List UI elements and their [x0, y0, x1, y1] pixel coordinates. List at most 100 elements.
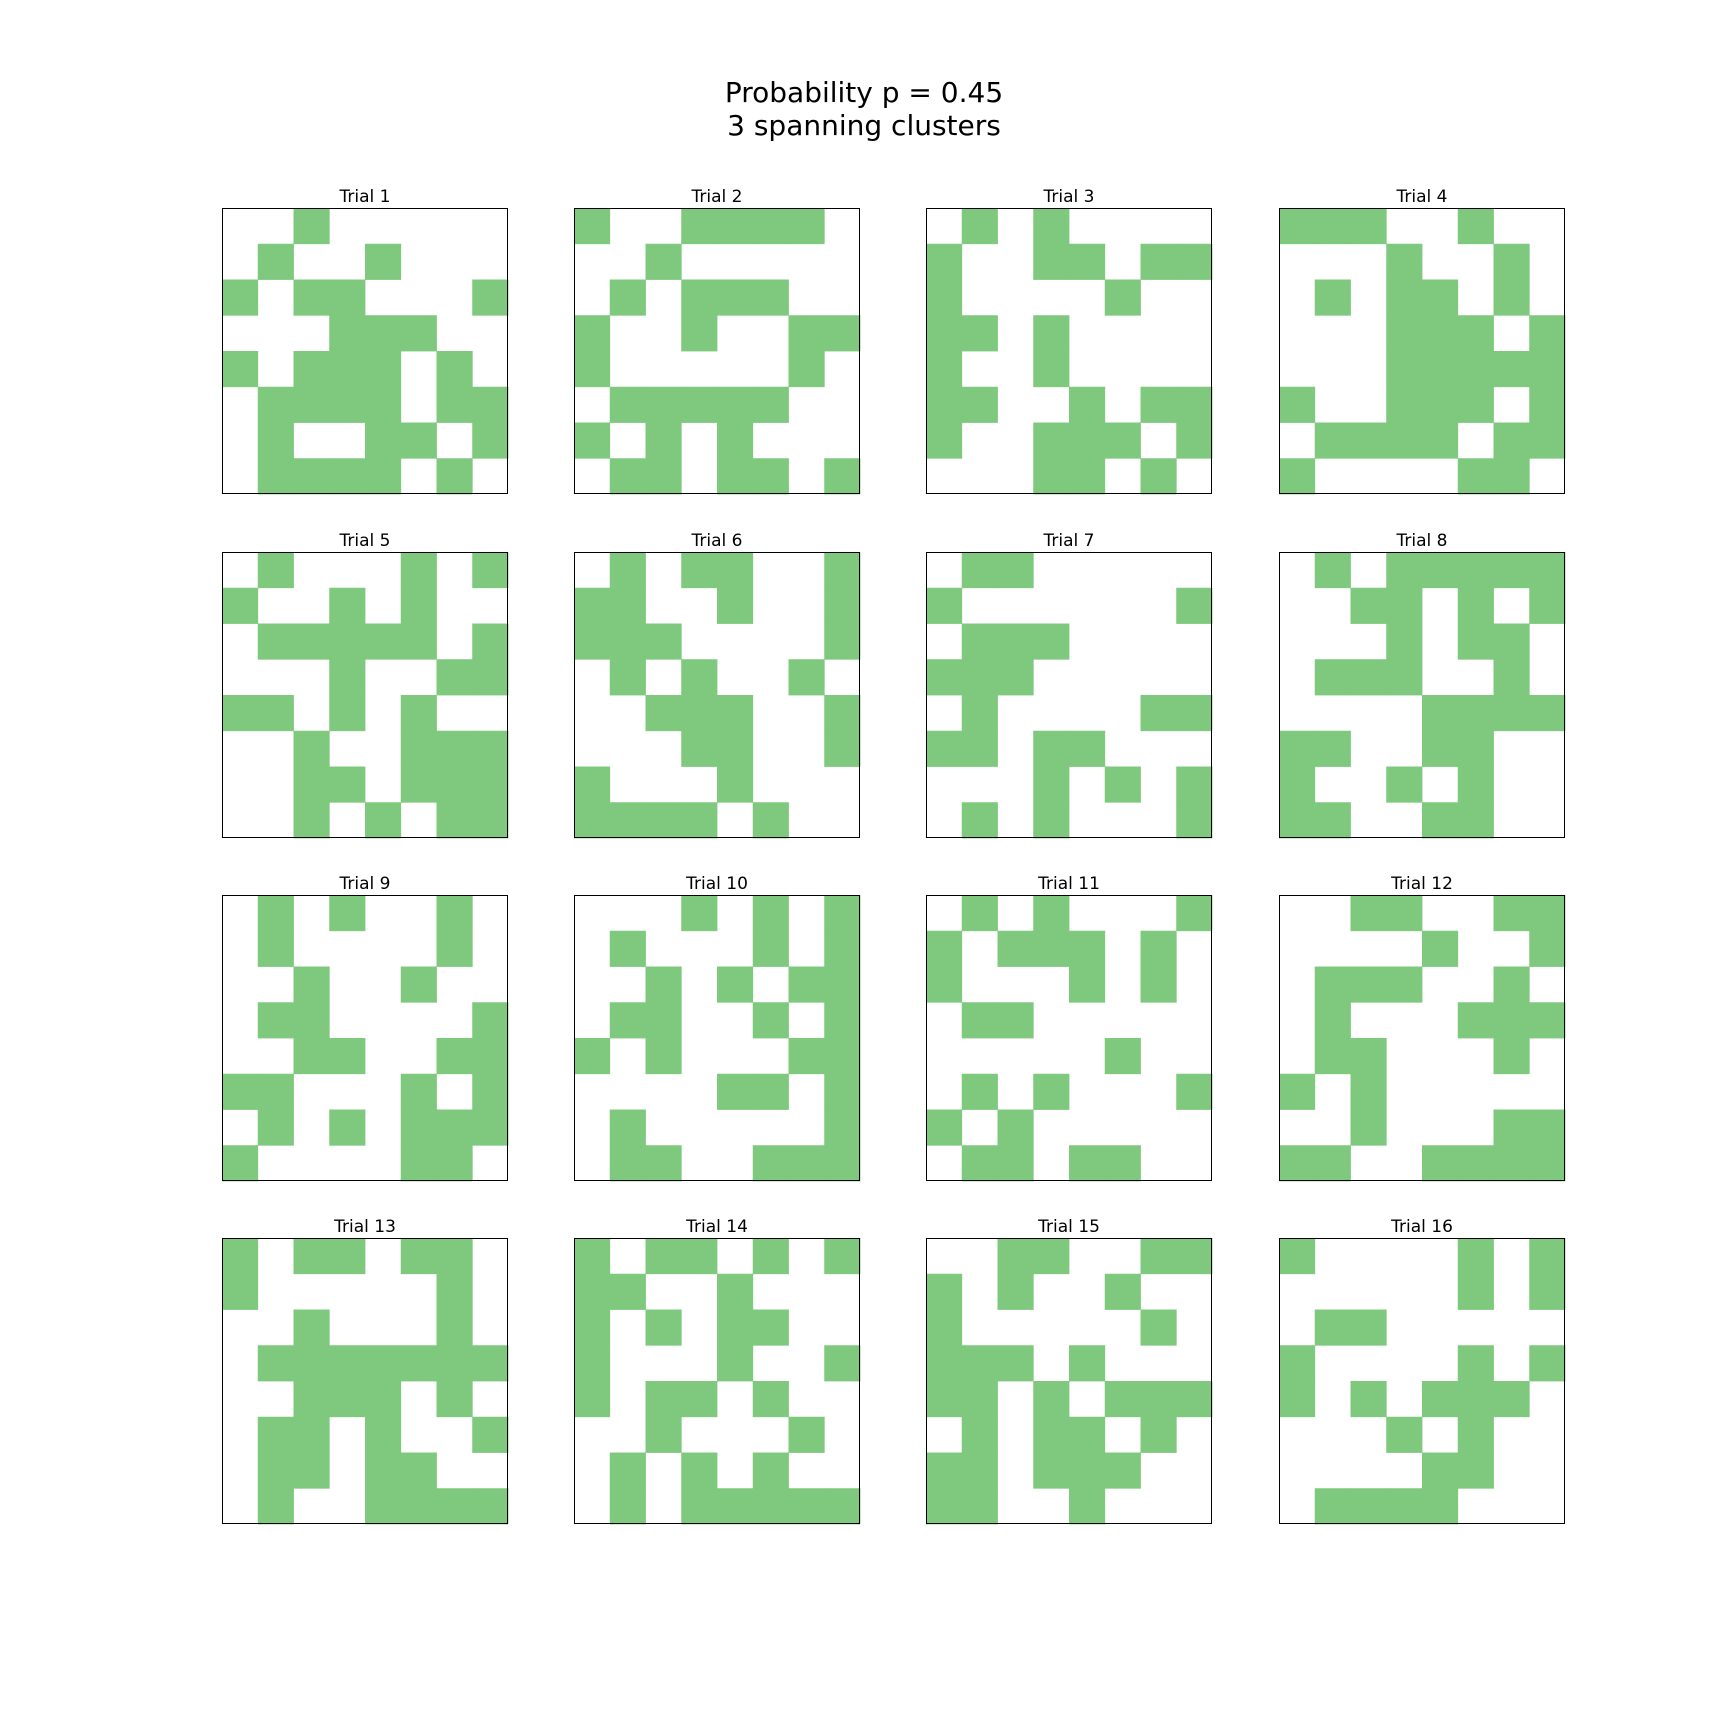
- panel-frame: [222, 895, 508, 1181]
- occupied-cell: [436, 351, 473, 388]
- occupied-cell: [961, 1381, 998, 1418]
- occupied-cell: [1069, 1452, 1106, 1489]
- occupied-cell: [961, 895, 998, 932]
- occupied-cell: [788, 1038, 825, 1075]
- occupied-cell: [472, 1002, 509, 1039]
- occupied-cell: [717, 1345, 754, 1382]
- occupied-cell: [1176, 802, 1213, 839]
- occupied-cell: [472, 802, 509, 839]
- occupied-cell: [400, 730, 437, 767]
- occupied-cell: [1350, 1038, 1387, 1075]
- occupied-cell: [645, 966, 682, 1003]
- occupied-cell: [645, 623, 682, 660]
- occupied-cell: [1422, 315, 1459, 352]
- occupied-cell: [293, 1002, 330, 1039]
- occupied-cell: [365, 351, 402, 388]
- panel-trial-3: Trial 3: [926, 187, 1213, 495]
- occupied-cell: [997, 930, 1034, 967]
- occupied-cell: [961, 1416, 998, 1453]
- occupied-cell: [824, 966, 861, 1003]
- occupied-cell: [997, 1145, 1034, 1182]
- occupied-cell: [1457, 802, 1494, 839]
- occupied-cell: [365, 1345, 402, 1382]
- occupied-cell: [1422, 1488, 1459, 1525]
- panel-trial-2: Trial 2: [574, 187, 861, 495]
- occupied-cell: [1457, 315, 1494, 352]
- occupied-cell: [257, 1452, 294, 1489]
- occupied-cell: [1386, 243, 1423, 280]
- figure-title: Probability p = 0.45 3 spanning clusters: [0, 76, 1728, 142]
- occupied-cell: [257, 1002, 294, 1039]
- occupied-cell: [1350, 587, 1387, 624]
- occupied-cell: [329, 766, 366, 803]
- occupied-cell: [717, 730, 754, 767]
- occupied-cell: [788, 659, 825, 696]
- panel-frame: [574, 208, 860, 494]
- occupied-cell: [222, 695, 259, 732]
- occupied-cell: [365, 1452, 402, 1489]
- occupied-cell: [1314, 552, 1351, 589]
- occupied-cell: [1386, 895, 1423, 932]
- occupied-cell: [365, 386, 402, 423]
- occupied-cell: [472, 422, 509, 459]
- occupied-cell: [257, 1073, 294, 1110]
- occupied-cell: [1350, 1309, 1387, 1346]
- occupied-cell: [1529, 1238, 1566, 1275]
- panel-frame: [926, 552, 1212, 838]
- occupied-cell: [717, 1073, 754, 1110]
- occupied-cell: [961, 802, 998, 839]
- occupied-cell: [472, 386, 509, 423]
- panel-trial-13: Trial 13: [222, 1217, 509, 1525]
- occupied-cell: [1104, 1452, 1141, 1489]
- occupied-cell: [1176, 766, 1213, 803]
- occupied-cell: [1457, 386, 1494, 423]
- occupied-cell: [574, 623, 611, 660]
- occupied-cell: [752, 1381, 789, 1418]
- occupied-cell: [1033, 422, 1070, 459]
- occupied-cell: [1386, 766, 1423, 803]
- occupied-cell: [1140, 966, 1177, 1003]
- occupied-cell: [788, 315, 825, 352]
- panel-title: Trial 16: [1390, 1217, 1453, 1237]
- occupied-cell: [472, 1488, 509, 1525]
- occupied-cell: [645, 1038, 682, 1075]
- occupied-cell: [293, 1345, 330, 1382]
- occupied-cell: [1069, 1488, 1106, 1525]
- occupied-cell: [1457, 208, 1494, 245]
- occupied-cell: [1314, 1002, 1351, 1039]
- occupied-cell: [1529, 695, 1566, 732]
- occupied-cell: [436, 1038, 473, 1075]
- occupied-cell: [1140, 1381, 1177, 1418]
- occupied-cell: [609, 552, 646, 589]
- occupied-cell: [1457, 1416, 1494, 1453]
- occupied-cell: [681, 552, 718, 589]
- occupied-cell: [824, 623, 861, 660]
- occupied-cell: [1493, 458, 1530, 495]
- occupied-cell: [472, 623, 509, 660]
- occupied-cell: [1314, 422, 1351, 459]
- occupied-cell: [400, 623, 437, 660]
- occupied-cell: [961, 1145, 998, 1182]
- occupied-cell: [824, 1002, 861, 1039]
- occupied-cell: [681, 386, 718, 423]
- occupied-cell: [436, 802, 473, 839]
- occupied-cell: [222, 279, 259, 316]
- occupied-cell: [1529, 1145, 1566, 1182]
- occupied-cell: [574, 208, 611, 245]
- occupied-cell: [293, 966, 330, 1003]
- occupied-cell: [824, 315, 861, 352]
- occupied-cell: [824, 1073, 861, 1110]
- occupied-cell: [574, 1381, 611, 1418]
- panel-trial-1: Trial 1: [222, 187, 509, 495]
- occupied-cell: [1104, 279, 1141, 316]
- occupied-cell: [824, 930, 861, 967]
- occupied-cell: [824, 1109, 861, 1146]
- occupied-cell: [926, 587, 963, 624]
- occupied-cell: [824, 552, 861, 589]
- occupied-cell: [257, 1488, 294, 1525]
- occupied-cell: [1422, 386, 1459, 423]
- occupied-cell: [1033, 930, 1070, 967]
- occupied-cell: [926, 386, 963, 423]
- occupied-cell: [717, 1273, 754, 1310]
